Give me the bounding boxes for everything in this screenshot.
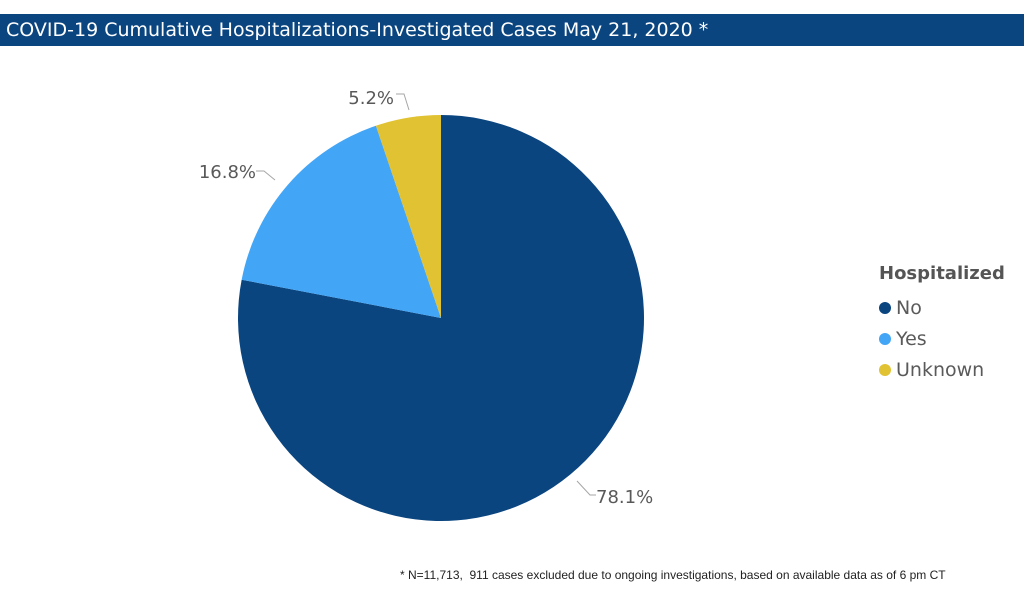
legend-label-no: No — [896, 296, 922, 319]
legend-item-unknown: Unknown — [879, 354, 1005, 385]
legend-label-yes: Yes — [896, 327, 927, 350]
data-label-yes: 16.8% — [199, 162, 256, 183]
legend: Hospitalized No Yes Unknown — [879, 262, 1005, 385]
chart-title: COVID-19 Cumulative Hospitalizations-Inv… — [6, 19, 709, 41]
legend-item-yes: Yes — [879, 323, 1005, 354]
legend-dot-yes — [879, 332, 891, 345]
legend-item-no: No — [879, 292, 1005, 323]
pie-slice-no — [238, 115, 645, 521]
title-bar: COVID-19 Cumulative Hospitalizations-Inv… — [0, 14, 1024, 46]
pie-slice-unknown — [375, 115, 441, 318]
legend-dot-no — [879, 301, 891, 314]
leader-line-unknown — [396, 93, 410, 111]
footnote: * N=11,713, 911 cases excluded due to on… — [400, 568, 946, 582]
legend-dot-unknown — [879, 363, 891, 376]
data-label-unknown: 5.2% — [348, 88, 394, 109]
legend-title: Hospitalized — [879, 263, 1005, 284]
legend-label-unknown: Unknown — [896, 358, 985, 381]
leader-line-no — [576, 480, 596, 496]
leader-line-yes — [256, 170, 276, 181]
data-label-no: 78.1% — [596, 487, 653, 508]
pie-slice-yes — [241, 125, 441, 318]
